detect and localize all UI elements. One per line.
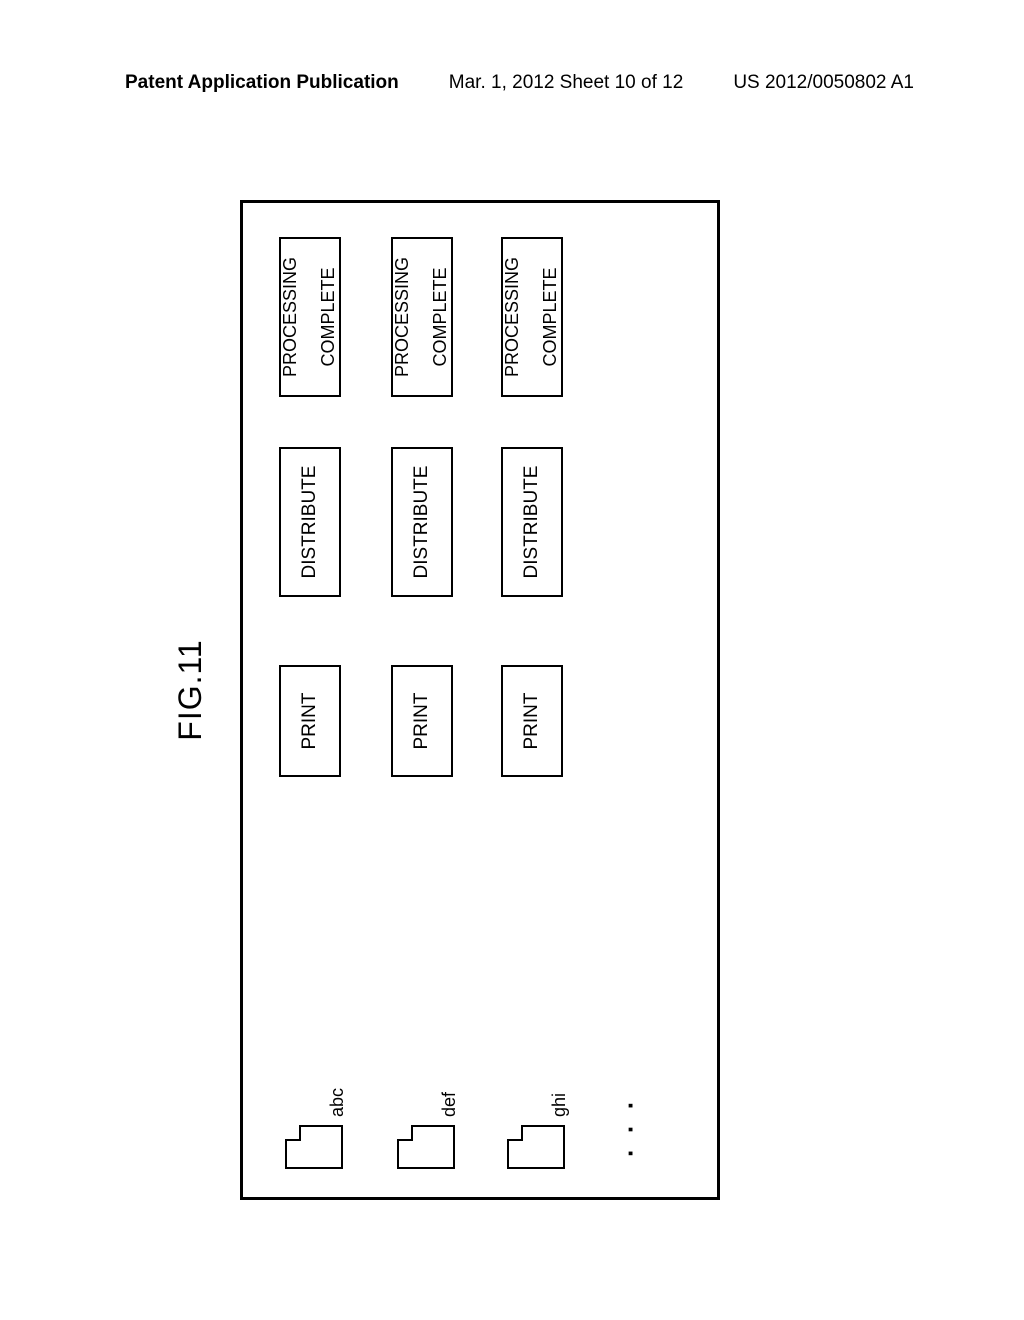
ui-panel: abc def ghi PRINT PRINT PRINT DISTRIBUTE… — [240, 200, 720, 1200]
header-right: US 2012/0050802 A1 — [733, 72, 914, 94]
complete-line1: PROCESSING — [281, 257, 301, 377]
doc-row-1: abc — [279, 1088, 379, 1169]
panel-inner: abc def ghi PRINT PRINT PRINT DISTRIBUTE… — [243, 203, 717, 1197]
header-left: Patent Application Publication — [125, 72, 399, 94]
print-button-2[interactable]: PRINT — [391, 665, 453, 777]
doc-name-1: abc — [327, 1088, 348, 1117]
doc-name-3: ghi — [549, 1093, 570, 1117]
distribute-button-3[interactable]: DISTRIBUTE — [501, 447, 563, 597]
complete-line2: COMPLETE — [431, 267, 451, 366]
print-button-1[interactable]: PRINT — [279, 665, 341, 777]
processing-complete-button-1[interactable]: PROCESSING COMPLETE — [279, 237, 341, 397]
processing-complete-button-2[interactable]: PROCESSING COMPLETE — [391, 237, 453, 397]
document-icon — [397, 1125, 455, 1169]
doc-row-2: def — [391, 1092, 491, 1169]
document-icon — [285, 1125, 343, 1169]
ellipsis: · · · — [615, 1097, 646, 1157]
distribute-button-1[interactable]: DISTRIBUTE — [279, 447, 341, 597]
complete-line1: PROCESSING — [503, 257, 523, 377]
page-header: Patent Application Publication Mar. 1, 2… — [0, 72, 1024, 94]
processing-complete-button-3[interactable]: PROCESSING COMPLETE — [501, 237, 563, 397]
complete-line2: COMPLETE — [319, 267, 339, 366]
doc-row-3: ghi — [501, 1093, 601, 1169]
figure-label: FIG.11 — [172, 639, 209, 740]
distribute-button-2[interactable]: DISTRIBUTE — [391, 447, 453, 597]
print-button-3[interactable]: PRINT — [501, 665, 563, 777]
doc-name-2: def — [439, 1092, 460, 1117]
document-icon — [507, 1125, 565, 1169]
complete-line2: COMPLETE — [541, 267, 561, 366]
figure-area: FIG.11 abc def ghi PRINT PRINT PRINT DIS… — [180, 160, 390, 1220]
header-center: Mar. 1, 2012 Sheet 10 of 12 — [449, 72, 684, 94]
complete-line1: PROCESSING — [393, 257, 413, 377]
